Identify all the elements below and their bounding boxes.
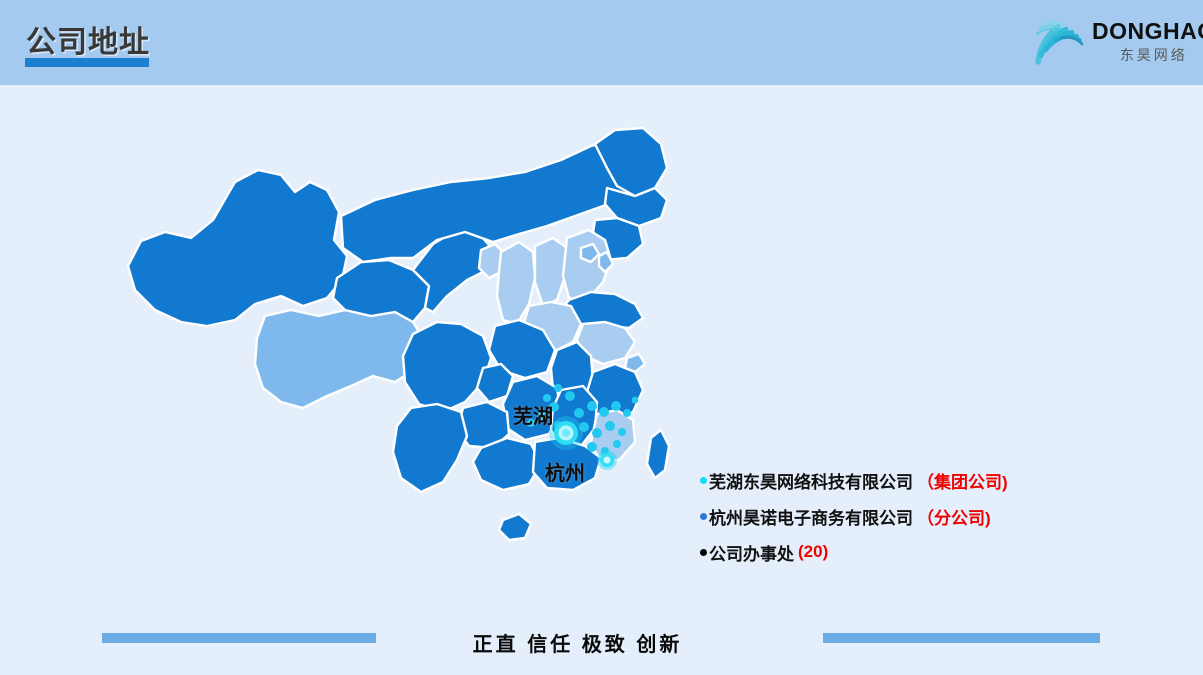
- province-beijing: [579, 242, 601, 264]
- province-tibet: [253, 308, 427, 410]
- province-shanghai: [623, 352, 647, 374]
- office-dot: [605, 421, 615, 431]
- office-dot: [527, 419, 535, 427]
- office-dot: [623, 409, 631, 417]
- province-jilin: [603, 186, 669, 228]
- province-yunnan: [391, 402, 469, 494]
- logo-text-en: DONGHAO: [1092, 18, 1203, 44]
- legend-count-offices: (20): [798, 542, 829, 561]
- office-dot: [613, 440, 621, 448]
- title-underline-accent: [25, 58, 149, 67]
- marker-wuhu-group-hq: [549, 416, 583, 450]
- footer-bar-right: [823, 633, 1100, 643]
- office-dot: [579, 422, 589, 432]
- footer-bar-left: [102, 633, 376, 643]
- page-title: 公司地址: [26, 26, 150, 59]
- legend-item-group-company: 芜湖东昊网络科技有限公司 （集团公司): [700, 462, 1030, 498]
- province-xinjiang: [126, 168, 349, 328]
- office-dot: [611, 401, 621, 411]
- office-dot: [599, 407, 609, 417]
- office-dot: [549, 402, 559, 412]
- brand-logo: DONGHAO 东昊网络: [1028, 5, 1203, 77]
- office-dot: [554, 384, 562, 392]
- legend-item-offices: 公司办事处 (20): [700, 534, 1030, 570]
- legend-tag-group: （集团公司): [917, 472, 1008, 492]
- office-dot: [587, 401, 597, 411]
- province-sichuan: [401, 320, 493, 414]
- legend-list: 芜湖东昊网络科技有限公司 （集团公司) 杭州昊诺电子商务有限公司 （分公司) 公…: [700, 462, 1030, 570]
- province-tianjin: [597, 250, 615, 274]
- legend-bullet-office-icon: [700, 548, 707, 556]
- province-shanxi: [533, 236, 569, 308]
- legend-label-offices: 公司办事处: [709, 544, 794, 564]
- china-map-svg: [126, 126, 671, 542]
- legend-bullet-branch-icon: [700, 512, 707, 520]
- province-guangxi: [471, 436, 543, 492]
- office-dot: [631, 396, 639, 404]
- logo-text-cn: 东昊网络: [1119, 47, 1188, 63]
- legend-label-branch: 杭州昊诺电子商务有限公司: [709, 508, 913, 528]
- legend-label-group: 芜湖东昊网络科技有限公司: [709, 472, 913, 492]
- province-heilongjiang: [593, 126, 669, 198]
- legend-bullet-group-icon: [700, 476, 707, 484]
- office-dot: [574, 408, 584, 418]
- legend-item-branch-company: 杭州昊诺电子商务有限公司 （分公司): [700, 498, 1030, 534]
- marker-hangzhou-branch: [597, 450, 617, 470]
- office-dot: [565, 391, 575, 401]
- china-map-container: 芜湖 杭州: [95, 120, 715, 610]
- province-taiwan: [645, 428, 671, 480]
- map-label-hangzhou: 杭州: [545, 463, 585, 485]
- footer-slogan: 正直 信任 极致 创新: [472, 634, 683, 656]
- header-band: 公司地址 DONGHAO 东昊网络: [0, 0, 1203, 85]
- legend-tag-branch: （分公司): [917, 508, 991, 528]
- province-hainan: [497, 512, 533, 542]
- province-hebei: [561, 228, 613, 302]
- province-shaanxi: [495, 240, 537, 326]
- province-qinghai: [331, 258, 431, 324]
- map-label-wuhu: 芜湖: [513, 406, 553, 428]
- office-dot: [592, 428, 602, 438]
- office-dot: [587, 442, 597, 452]
- office-dot: [543, 394, 551, 402]
- office-dot: [618, 428, 626, 436]
- feather-fan-icon: [1028, 10, 1090, 72]
- province-hubei: [487, 318, 557, 380]
- office-dot: [537, 410, 547, 420]
